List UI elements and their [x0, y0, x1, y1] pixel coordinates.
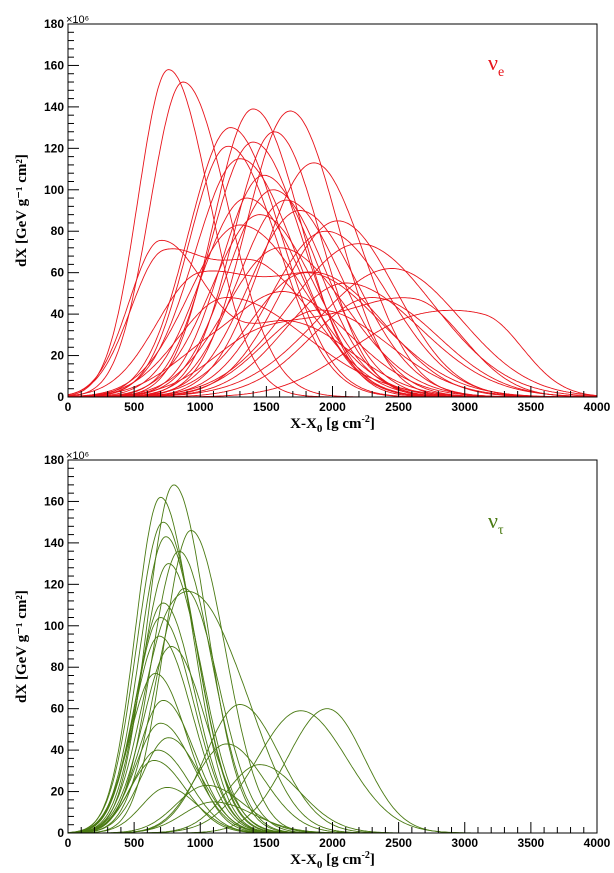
- x-tick-label: 1000: [187, 836, 214, 850]
- series-line-6: [68, 550, 597, 834]
- x-tick-label: 1500: [253, 836, 280, 850]
- x-tick-label: 1500: [253, 400, 280, 414]
- y-tick-label: 140: [44, 100, 64, 114]
- series-line-26: [68, 272, 597, 398]
- y-tick-label: 160: [44, 494, 64, 508]
- y-tick-label: 180: [44, 17, 64, 31]
- x-tick-label: 1000: [187, 400, 214, 414]
- x-axis-title: X-X0 [g cm-2]: [290, 414, 375, 435]
- x-tick-label: 3000: [451, 836, 478, 850]
- y-tick-label: 180: [44, 453, 64, 467]
- series-line-14: [68, 197, 597, 398]
- x-tick-label: 2500: [385, 836, 412, 850]
- x-tick-label: 2500: [385, 400, 412, 414]
- y-tick-label: 20: [51, 785, 65, 799]
- series-line-7: [68, 145, 597, 398]
- y-tick-label: 100: [44, 183, 64, 197]
- x-tick-label: 3500: [518, 400, 545, 414]
- y-tick-label: 60: [51, 702, 65, 716]
- series-line-25: [67, 270, 597, 398]
- y-tick-label: 20: [51, 349, 65, 363]
- y-tick-label: 80: [51, 660, 65, 674]
- x-tick-label: 3000: [451, 400, 478, 414]
- x-tick-label: 500: [124, 836, 144, 850]
- y-tick-label: 40: [51, 307, 65, 321]
- x-axis-title: X-X0 [g cm-2]: [290, 850, 375, 871]
- series-line-12: [68, 646, 597, 834]
- series-line-11: [68, 635, 597, 834]
- series-line-4: [68, 108, 597, 398]
- series-line-14: [67, 672, 597, 834]
- series-group: [67, 69, 598, 398]
- chart-panel-bottom: 0 500 1000 1500 2000 2500 3000 3500 4000 0 20 40 60 8…: [14, 450, 611, 871]
- series-line-21: [68, 243, 597, 398]
- chart-panel-top: 0 500 1000 1500 2000 2500 3000 3500 4000 0 20 40 60 8…: [14, 14, 611, 435]
- legend-label: ντ: [488, 508, 504, 538]
- x-tick-label: 2000: [319, 400, 346, 414]
- y-axis-title: dX [GeV g⁻¹ cm²]: [14, 590, 30, 703]
- y-multiplier: ×10⁶: [66, 450, 89, 462]
- series-line-16: [68, 214, 597, 398]
- y-axis-title: dX [GeV g⁻¹ cm²]: [14, 154, 30, 267]
- series-line-24: [68, 247, 597, 398]
- y-multiplier: ×10⁶: [66, 14, 89, 26]
- x-tick-label: 3500: [518, 836, 545, 850]
- y-tick-label: 0: [57, 826, 64, 840]
- x-tick-label: 0: [65, 836, 72, 850]
- x-axis: 0 500 1000 1500 2000 2500 3000 3500 4000: [65, 386, 611, 414]
- series-line-32: [68, 309, 597, 398]
- series-line-1: [68, 484, 597, 834]
- series-line-21: [68, 710, 597, 834]
- series-line-22: [68, 708, 597, 834]
- series-line-2: [67, 81, 597, 398]
- y-tick-label: 160: [44, 58, 64, 72]
- series-line-3: [67, 521, 597, 834]
- series-line-13: [68, 590, 597, 834]
- y-axis: 0 20 40 60 80 100 120 140 160 180: [44, 453, 79, 840]
- y-tick-label: 0: [57, 390, 64, 404]
- y-tick-label: 140: [44, 536, 64, 550]
- series-line-2: [67, 496, 597, 834]
- series-line-17: [68, 737, 597, 834]
- y-tick-label: 40: [51, 743, 65, 757]
- x-tick-label: 4000: [584, 836, 611, 850]
- x-tick-label: 4000: [584, 400, 611, 414]
- x-tick-label: 500: [124, 400, 144, 414]
- x-tick-label: 0: [65, 400, 72, 414]
- series-line-7: [68, 563, 597, 834]
- x-tick-label: 2000: [319, 836, 346, 850]
- legend-label: νe: [488, 50, 504, 80]
- series-line-23: [68, 224, 597, 398]
- series-line-15: [68, 699, 597, 834]
- series-line-16: [67, 722, 597, 834]
- series-line-28: [68, 282, 597, 398]
- x-axis: 0 500 1000 1500 2000 2500 3000 3500 4000: [65, 822, 611, 850]
- series-line-6: [68, 131, 597, 398]
- series-line-1: [67, 69, 597, 398]
- y-axis: 0 20 40 60 80 100 120 140 160 180: [44, 17, 79, 404]
- series-line-29: [68, 297, 597, 398]
- series-line-17: [68, 220, 597, 398]
- y-tick-label: 100: [44, 619, 64, 633]
- y-tick-label: 60: [51, 266, 65, 280]
- y-tick-label: 120: [44, 577, 64, 591]
- y-tick-label: 80: [51, 224, 65, 238]
- y-tick-label: 120: [44, 141, 64, 155]
- series-line-8: [68, 588, 597, 834]
- series-group: [67, 484, 597, 834]
